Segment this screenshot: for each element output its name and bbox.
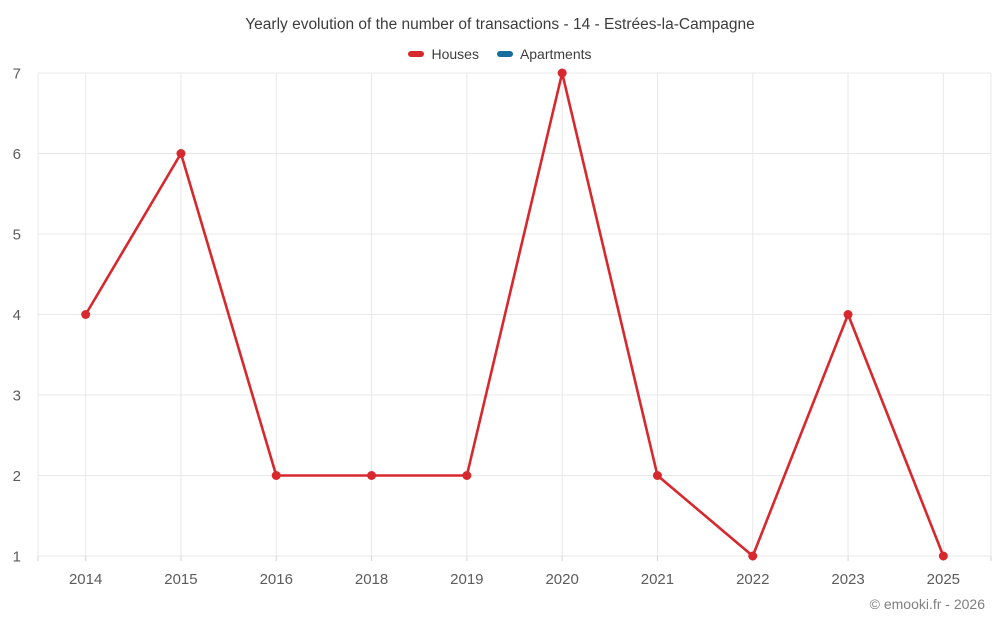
x-axis-tick-label: 2018 — [355, 571, 388, 588]
x-axis-tick-label: 2021 — [641, 571, 674, 588]
x-axis-tick-label: 2020 — [545, 571, 578, 588]
legend-label: Houses — [431, 46, 479, 62]
y-axis-tick-label: 6 — [13, 146, 21, 163]
data-point-houses-2020[interactable] — [557, 68, 567, 78]
y-axis-tick-label: 5 — [13, 227, 21, 244]
legend: Houses Apartments — [0, 46, 1000, 62]
y-axis-tick-label: 4 — [13, 307, 21, 324]
houses-line — [84, 71, 945, 558]
data-point-houses-2016[interactable] — [271, 471, 281, 480]
x-axis-tick-label: 2015 — [164, 571, 197, 588]
x-axis-tick-label: 2014 — [69, 571, 102, 588]
x-axis-tick-label: 2016 — [260, 571, 293, 588]
legend-item-houses[interactable]: Houses — [408, 46, 479, 62]
data-point-houses-2019[interactable] — [462, 471, 472, 480]
legend-label: Apartments — [519, 46, 592, 62]
x-axis-tick-label: 2025 — [927, 571, 960, 588]
x-axis-tick-label: 2022 — [736, 571, 769, 588]
legend-swatch-houses — [408, 51, 425, 57]
y-axis-tick-label: 7 — [13, 66, 21, 83]
chart-title: Yearly evolution of the number of transa… — [245, 16, 755, 33]
data-point-houses-2015[interactable] — [176, 149, 186, 158]
data-point-houses-2021[interactable] — [652, 471, 662, 480]
x-axis-tick-label: 2019 — [450, 571, 483, 588]
data-point-houses-2014[interactable] — [81, 310, 91, 319]
y-axis-tick-label: 3 — [13, 388, 21, 405]
data-point-houses-2023[interactable] — [843, 310, 853, 319]
legend-item-apartments[interactable]: Apartments — [496, 46, 592, 62]
data-point-houses-2022[interactable] — [748, 551, 758, 561]
y-axis-tick-label: 1 — [13, 549, 21, 566]
copyright-credit: © emooki.fr - 2026 — [869, 596, 985, 612]
y-axis-tick-label: 2 — [13, 468, 21, 485]
x-axis-tick-label: 2023 — [831, 571, 864, 588]
legend-swatch-apartments — [496, 51, 513, 57]
data-point-houses-2025[interactable] — [938, 551, 948, 561]
data-point-houses-2018[interactable] — [367, 471, 377, 480]
